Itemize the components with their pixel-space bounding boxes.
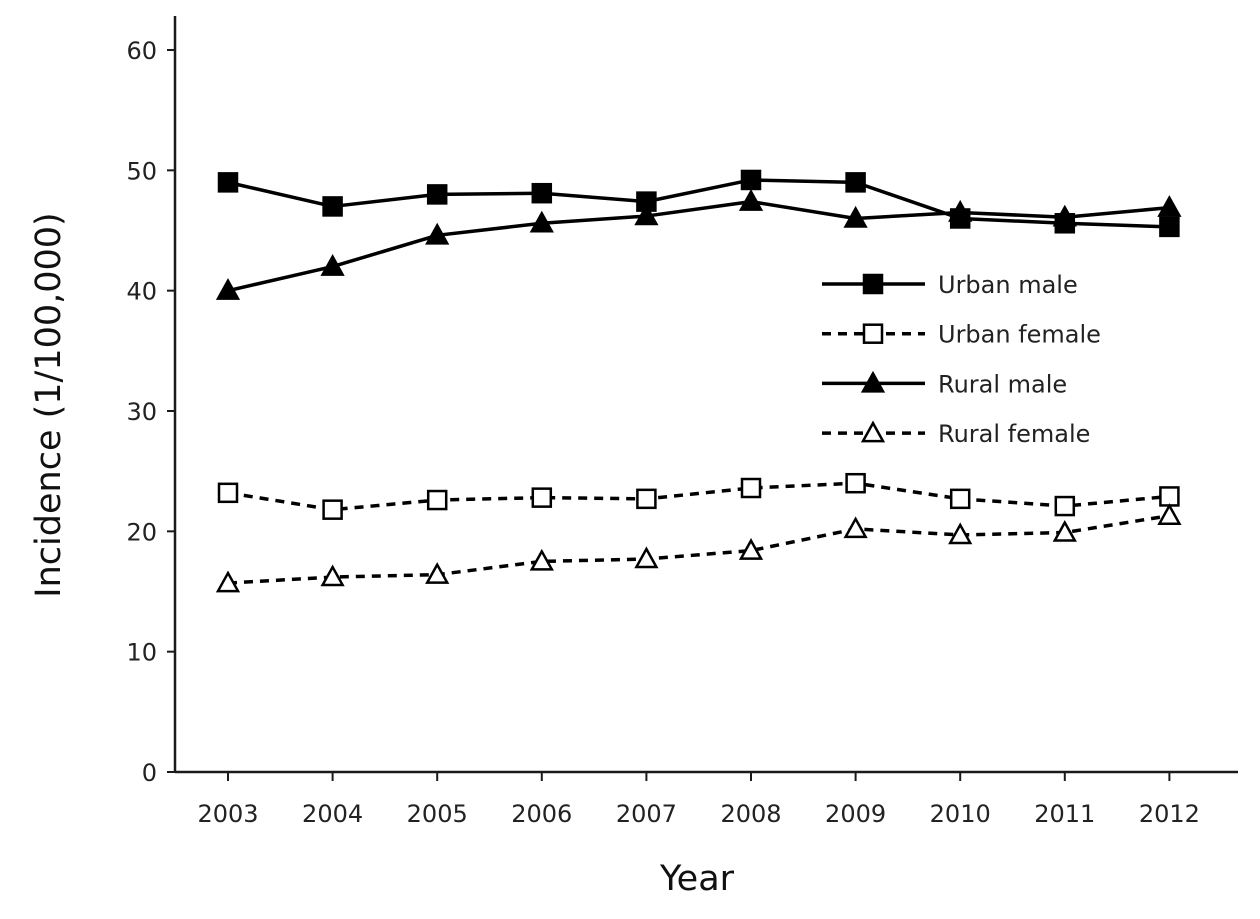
legend-label: Urban male (938, 271, 1078, 299)
data-point (217, 172, 239, 193)
x-tick-label: 2007 (616, 800, 677, 828)
data-point (636, 488, 657, 510)
series-line (227, 199, 1170, 293)
legend-label: Urban female (938, 321, 1101, 349)
data-point (425, 222, 450, 245)
data-point (1157, 503, 1182, 525)
data-point (1157, 195, 1182, 217)
x-tick-label: 2010 (930, 800, 991, 828)
series-urban-male (217, 169, 1180, 238)
data-point (531, 182, 553, 204)
axes: 0 10 20 30 40 50 60 2003 2004 2005 2006 2007 2008 200… (126, 16, 1238, 828)
data-point (1052, 204, 1077, 227)
y-tick-label: 30 (126, 398, 157, 426)
x-tick-label: 2004 (302, 800, 363, 828)
data-point (215, 570, 241, 593)
data-point (948, 199, 973, 222)
data-point (322, 196, 343, 217)
legend-item-urban-female: Urban female (822, 321, 1101, 349)
y-tick-label: 60 (126, 37, 157, 65)
y-tick-label: 40 (126, 278, 157, 306)
data-point (948, 522, 973, 545)
legend-marker (862, 323, 884, 344)
legend: Urban male Urban female Rural male Rural fe… (822, 271, 1101, 448)
legend-marker (862, 273, 884, 295)
y-axis-title: Incidence (1/100,000) (29, 212, 69, 597)
data-point (740, 169, 762, 191)
data-point (426, 184, 448, 205)
data-point (1159, 216, 1180, 238)
data-point (843, 516, 868, 539)
y-tick-label: 10 (126, 639, 157, 667)
legend-item-urban-male: Urban male (822, 271, 1078, 299)
data-point (843, 205, 868, 228)
data-point (738, 189, 764, 211)
legend-marker (860, 370, 886, 393)
y-tick-label: 0 (142, 759, 157, 787)
data-point (1052, 519, 1077, 542)
series-rural-male (215, 189, 1182, 300)
legend-item-rural-female: Rural female (822, 420, 1090, 448)
x-tick-label: 2009 (825, 800, 886, 828)
data-point (425, 562, 450, 584)
data-point (738, 538, 764, 560)
x-tick-label: 2008 (720, 800, 781, 828)
data-point (320, 254, 345, 276)
x-axis-title: Year (659, 859, 735, 899)
legend-marker (860, 420, 886, 443)
series-line (227, 178, 1170, 229)
data-point (426, 489, 448, 511)
x-tick-label: 2011 (1034, 800, 1095, 828)
plot-area (215, 169, 1182, 593)
data-point (634, 546, 659, 569)
legend-label: Rural female (938, 420, 1090, 448)
series-urban-female (217, 472, 1180, 520)
data-point (845, 472, 866, 494)
data-point (1159, 486, 1180, 507)
data-point (634, 203, 659, 226)
data-point (531, 487, 553, 508)
series-line (227, 513, 1170, 585)
series-line (227, 481, 1170, 512)
y-tick-label: 50 (126, 157, 157, 185)
data-point (529, 548, 554, 571)
data-point (845, 172, 866, 193)
x-tick-label: 2012 (1139, 800, 1200, 828)
data-point (529, 210, 554, 233)
legend-label: Rural male (938, 370, 1067, 398)
data-point (215, 278, 241, 300)
data-point (949, 488, 971, 510)
y-tick-label: 20 (126, 518, 157, 546)
x-tick-label: 2003 (197, 800, 258, 828)
data-point (1054, 495, 1076, 517)
legend-item-rural-male: Rural male (822, 370, 1067, 398)
data-point (322, 499, 343, 520)
series-rural-female (215, 503, 1182, 593)
x-tick-label: 2005 (407, 800, 468, 828)
data-point (740, 477, 762, 499)
data-point (320, 564, 345, 587)
x-tick-label: 2006 (511, 800, 572, 828)
data-point (217, 482, 239, 504)
